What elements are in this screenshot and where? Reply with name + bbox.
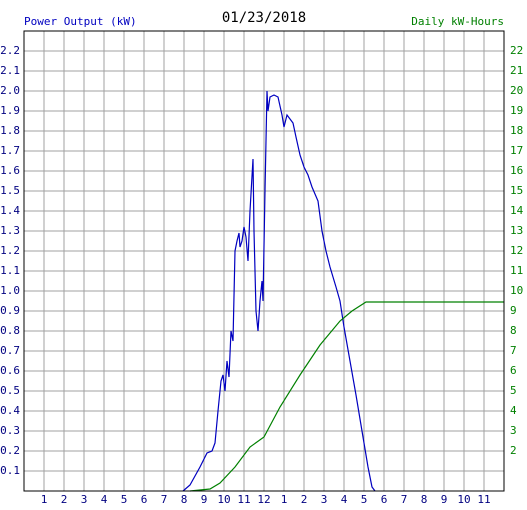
y-tick-label: 1.5 xyxy=(0,184,20,197)
y2-tick-label: 11 xyxy=(510,264,523,277)
x-tick-label: 6 xyxy=(141,493,148,506)
y2-tick-label: 15 xyxy=(510,184,523,197)
y-tick-label: 1.1 xyxy=(0,264,20,277)
y-tick-label: 0.8 xyxy=(0,324,20,337)
y2-tick-label: 5 xyxy=(510,384,517,397)
x-tick-label: 12 xyxy=(257,493,270,506)
y2-axis-label: Daily kW-Hours xyxy=(411,15,504,28)
x-tick-label: 1 xyxy=(281,493,288,506)
x-tick-label: 5 xyxy=(121,493,128,506)
y-tick-label: 0.9 xyxy=(0,304,20,317)
x-tick-label: 4 xyxy=(101,493,108,506)
y-tick-label: 1.0 xyxy=(0,284,20,297)
y2-tick-label: 17 xyxy=(510,144,523,157)
x-tick-label: 11 xyxy=(237,493,250,506)
y-tick-label: 1.7 xyxy=(0,144,20,157)
x-tick-label: 10 xyxy=(217,493,230,506)
plot-border xyxy=(23,30,505,492)
x-tick-label: 2 xyxy=(61,493,68,506)
y2-tick-label: 4 xyxy=(510,404,517,417)
y2-tick-label: 3 xyxy=(510,424,517,437)
y-tick-label: 0.5 xyxy=(0,384,20,397)
y-tick-label: 1.8 xyxy=(0,124,20,137)
x-tick-label: 3 xyxy=(81,493,88,506)
x-tick-label: 8 xyxy=(181,493,188,506)
y2-tick-label: 16 xyxy=(510,164,523,177)
y2-tick-label: 13 xyxy=(510,224,523,237)
x-tick-label: 9 xyxy=(441,493,448,506)
x-tick-label: 3 xyxy=(321,493,328,506)
y-tick-label: 0.3 xyxy=(0,424,20,437)
y2-tick-label: 21 xyxy=(510,64,523,77)
y2-tick-label: 6 xyxy=(510,364,517,377)
y2-tick-label: 7 xyxy=(510,344,517,357)
y-tick-label: 2.2 xyxy=(0,44,20,57)
y-tick-label: 0.6 xyxy=(0,364,20,377)
y-tick-label: 0.2 xyxy=(0,444,20,457)
plot xyxy=(182,90,504,492)
x-tick-label: 7 xyxy=(401,493,408,506)
y2-tick-label: 18 xyxy=(510,124,523,137)
x-tick-label: 1 xyxy=(41,493,48,506)
x-tick-label: 7 xyxy=(161,493,168,506)
chart-title: 01/23/2018 xyxy=(222,10,306,26)
y2-tick-label: 19 xyxy=(510,104,523,117)
series-line xyxy=(182,90,376,492)
y-axis-label: Power Output (kW) xyxy=(24,15,137,28)
x-tick-label: 9 xyxy=(201,493,208,506)
x-tick-label: 2 xyxy=(301,493,308,506)
y-tick-label: 2.0 xyxy=(0,84,20,97)
y2-tick-label: 10 xyxy=(510,284,523,297)
y-tick-label: 1.3 xyxy=(0,224,20,237)
y2-tick-label: 12 xyxy=(510,244,523,257)
y-tick-label: 1.9 xyxy=(0,104,20,117)
y-tick-label: 0.1 xyxy=(0,464,20,477)
x-tick-label: 4 xyxy=(341,493,348,506)
y-tick-label: 2.1 xyxy=(0,64,20,77)
y-tick-label: 1.4 xyxy=(0,204,20,217)
y-tick-label: 1.6 xyxy=(0,164,20,177)
grid xyxy=(24,31,504,491)
y2-tick-label: 2 xyxy=(510,444,517,457)
y2-tick-label: 22 xyxy=(510,44,523,57)
y2-tick-label: 14 xyxy=(510,204,524,217)
y2-tick-label: 8 xyxy=(510,324,517,337)
x-tick-label: 8 xyxy=(421,493,428,506)
x-tick-label: 11 xyxy=(477,493,490,506)
y2-tick-label: 20 xyxy=(510,84,523,97)
y2-tick-label: 9 xyxy=(510,304,517,317)
y-tick-label: 0.7 xyxy=(0,344,20,357)
x-tick-label: 6 xyxy=(381,493,388,506)
x-tick-label: 5 xyxy=(361,493,368,506)
series-line xyxy=(189,301,504,492)
y-tick-label: 0.4 xyxy=(0,404,20,417)
y-tick-label: 1.2 xyxy=(0,244,20,257)
x-tick-label: 10 xyxy=(457,493,470,506)
